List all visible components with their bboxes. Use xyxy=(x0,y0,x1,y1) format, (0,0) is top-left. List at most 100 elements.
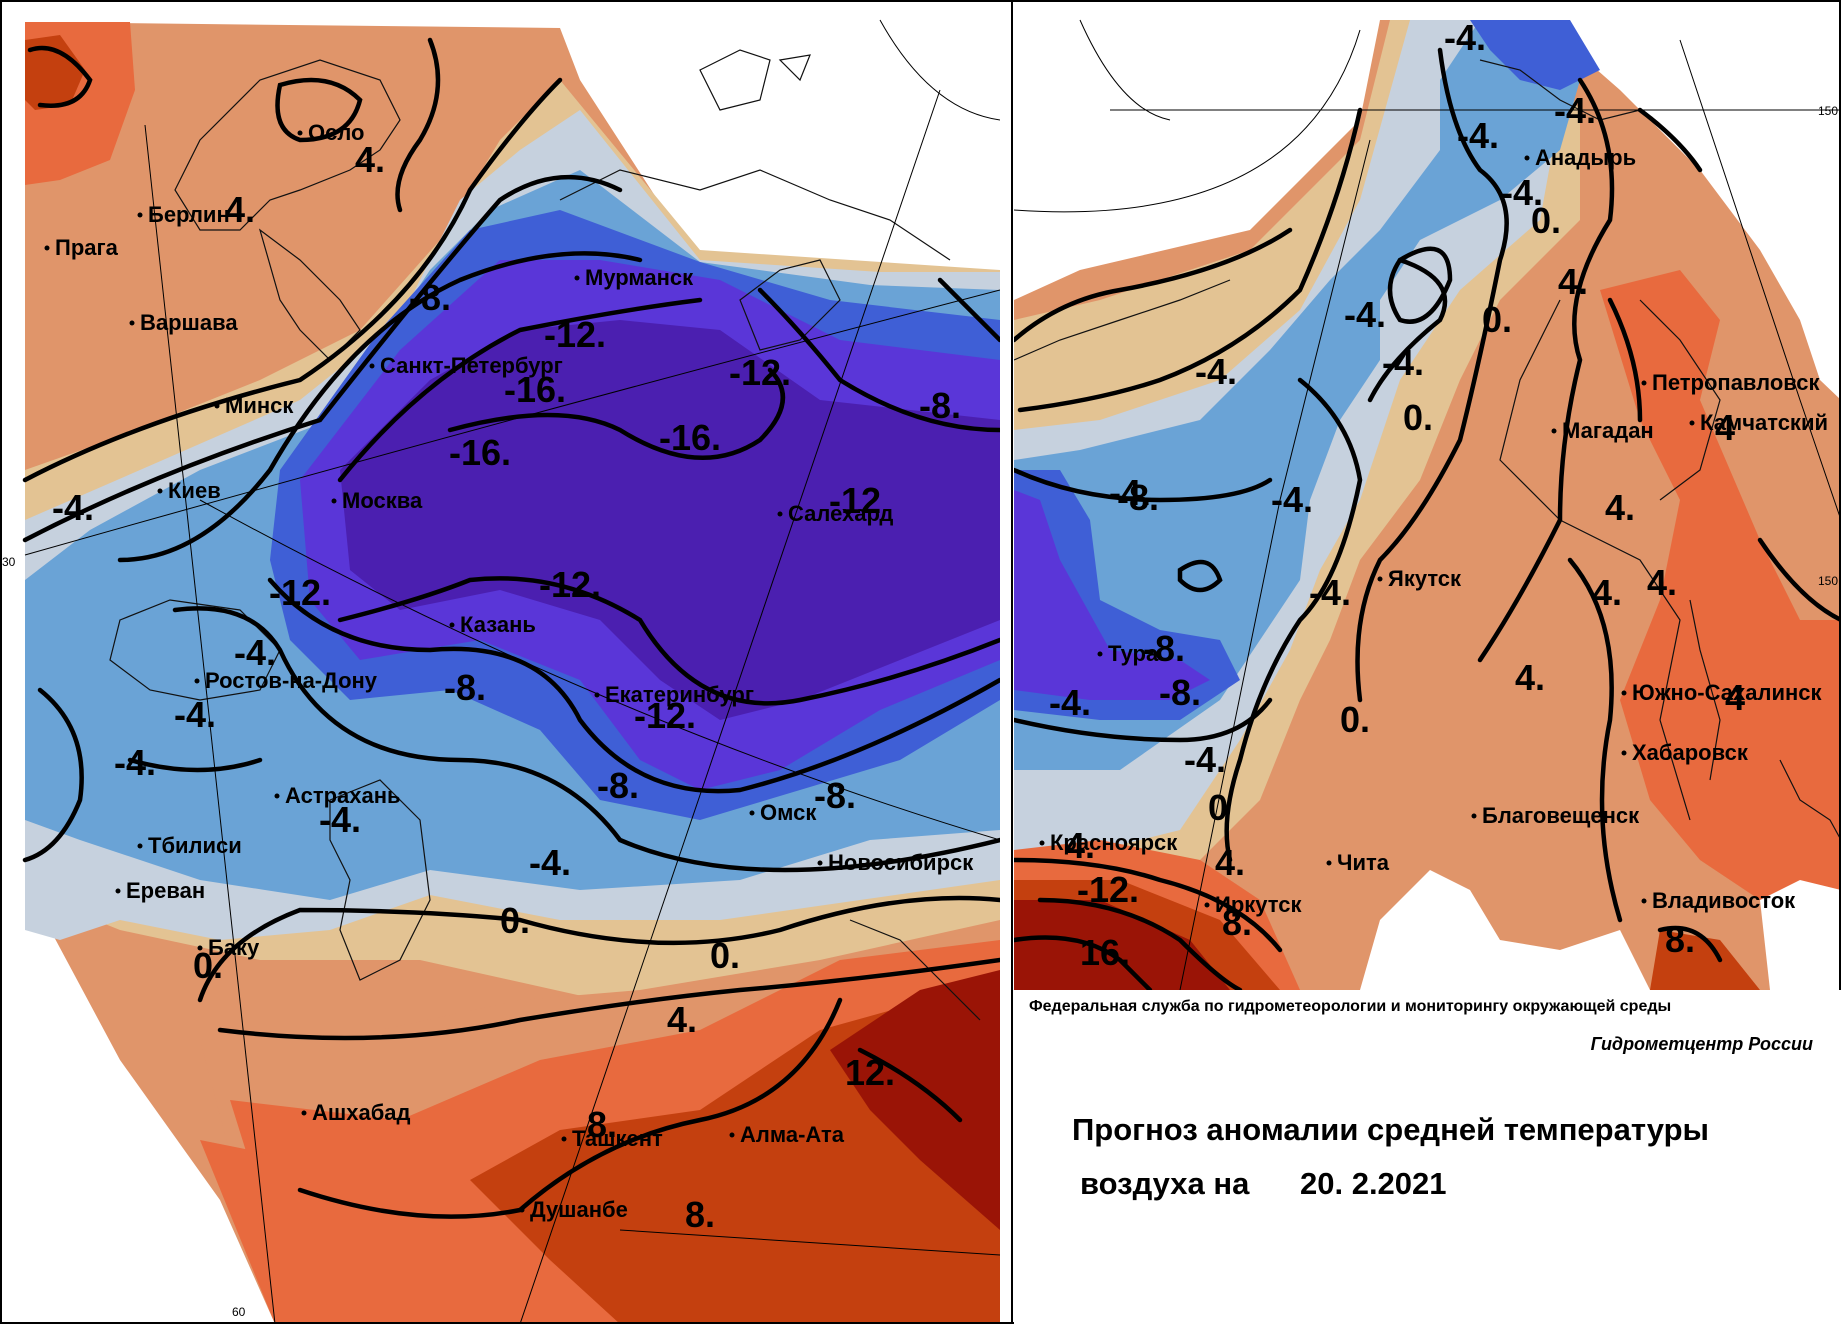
left-coast-central-asia xyxy=(849,919,981,1021)
contour-label: -4. xyxy=(114,742,156,783)
isotherm-left-12 xyxy=(217,957,1000,1041)
city-label: Магадан xyxy=(1562,418,1654,443)
isotherm-left-7 xyxy=(267,577,1000,794)
contour-label: 4. xyxy=(667,999,697,1040)
grid-label-60: 60 xyxy=(232,1305,246,1319)
city-marker xyxy=(1039,840,1045,846)
contour-label: -12. xyxy=(729,352,791,393)
contour-label: -4. xyxy=(1554,90,1596,131)
isotherm-right-18 xyxy=(1757,537,1841,623)
city-marker xyxy=(574,275,580,281)
contour-label: -4. xyxy=(1457,115,1499,156)
contour-label: -4. xyxy=(1184,739,1226,780)
city-marker xyxy=(1621,690,1627,696)
contour-label: -16. xyxy=(449,432,511,473)
contour-label: 0 xyxy=(1208,787,1228,828)
isotherm-left-4 xyxy=(337,297,703,483)
left-grid-meridian-1 xyxy=(144,124,276,1324)
city-marker xyxy=(194,678,200,684)
city-marker xyxy=(1326,860,1332,866)
city-marker xyxy=(1204,902,1210,908)
isotherm-right-16 xyxy=(1014,935,1153,993)
right-band-plus12-east xyxy=(1650,930,1760,990)
city-marker xyxy=(777,511,783,517)
info-panel: Федеральная служба по гидрометеорологии … xyxy=(1014,990,1841,1324)
right-coast-japan xyxy=(1779,759,1841,841)
city-marker xyxy=(1641,898,1647,904)
right-grid-meridian-1 xyxy=(1179,139,1371,991)
city-label: Мурманск xyxy=(585,265,694,290)
contour-label: -16. xyxy=(504,369,566,410)
city-label: Киев xyxy=(168,478,221,503)
city-label: Прага xyxy=(55,235,119,260)
contour-label: 8. xyxy=(1665,919,1695,960)
city-marker xyxy=(197,945,203,951)
contour-label: 4. xyxy=(225,189,255,230)
city-label: Ташкент xyxy=(572,1126,663,1151)
left-grid-meridian-2 xyxy=(519,89,941,1324)
city-marker xyxy=(301,1110,307,1116)
contour-label: -4. xyxy=(529,842,571,883)
contour-label: 0. xyxy=(1482,299,1512,340)
isotherm-right-10 xyxy=(1477,77,1615,663)
isotherm-right-6 xyxy=(1367,257,1448,403)
contour-label: 4. xyxy=(1215,842,1245,883)
city-label: Санкт-Петербург xyxy=(380,353,563,378)
contour-label: -4. xyxy=(1382,342,1424,383)
city-label: Берлин xyxy=(148,202,230,227)
city-marker xyxy=(1689,420,1695,426)
city-marker xyxy=(214,403,220,409)
city-marker xyxy=(115,888,121,894)
city-label: Южно-Сахалинск xyxy=(1632,680,1822,705)
isotherm-left-13 xyxy=(857,1047,963,1123)
contour-label: 0. xyxy=(1403,397,1433,438)
city-marker xyxy=(44,245,50,251)
right-grid-meridian-2 xyxy=(1679,39,1841,521)
isotherm-right-9 xyxy=(1355,47,1509,703)
isotherm-left-14 xyxy=(297,997,843,1219)
contour-label: 8. xyxy=(1222,902,1252,943)
contour-label: 4. xyxy=(355,139,385,180)
city-label: Казань xyxy=(460,612,536,637)
contour-label: -12. xyxy=(634,695,696,736)
isotherm-right-2 xyxy=(1017,107,1363,413)
isotherm-left-9 xyxy=(22,687,84,863)
contour-label: -8. xyxy=(1159,672,1201,713)
city-marker xyxy=(1097,651,1103,657)
isotherm-left-10 xyxy=(127,757,263,773)
isotherm-right-3 xyxy=(1014,467,1273,503)
isotherm-right-4 xyxy=(1014,697,1273,743)
city-label: Омск xyxy=(760,800,817,825)
contour-label: -8. xyxy=(444,667,486,708)
contour-label: 16. xyxy=(1080,932,1130,973)
contour-label: -12 xyxy=(829,480,881,521)
contour-label: 0. xyxy=(193,945,223,986)
city-label: Баку xyxy=(208,935,260,960)
isotherm-left-8 xyxy=(172,606,1000,873)
contour-label: -12. xyxy=(539,564,601,605)
city-label: Ереван xyxy=(126,878,205,903)
left-grid-parallel-3 xyxy=(619,1229,1000,1256)
isotherm-right-13 xyxy=(1567,557,1623,923)
left-grid-parallel-1 xyxy=(24,289,1000,556)
city-label: Осло xyxy=(308,120,364,145)
city-marker xyxy=(749,810,755,816)
isotherm-left-3 xyxy=(117,251,643,563)
contour-label: 8. xyxy=(587,1104,617,1145)
contour-label: -4. xyxy=(1344,294,1386,335)
isotherm-left-11 xyxy=(197,895,1000,1003)
map-title-line2: воздуха на xyxy=(1080,1166,1250,1201)
city-marker xyxy=(449,622,455,628)
isotherm-right-8 xyxy=(1387,246,1453,324)
city-marker xyxy=(331,498,337,504)
city-marker xyxy=(129,320,135,326)
city-marker xyxy=(519,1207,525,1213)
left-contour-labels: 4.4.-8.-12.-16. -12.-16.-16.-8.-12-4.-12.… xyxy=(52,139,961,1235)
right-band-plus16-sw xyxy=(1014,900,1230,990)
left-band-plus12-top xyxy=(25,35,85,110)
city-marker xyxy=(157,488,163,494)
contour-label: 4 xyxy=(1715,407,1735,448)
city-marker xyxy=(561,1136,567,1142)
grid-label-150-side: 150 xyxy=(1818,574,1838,588)
